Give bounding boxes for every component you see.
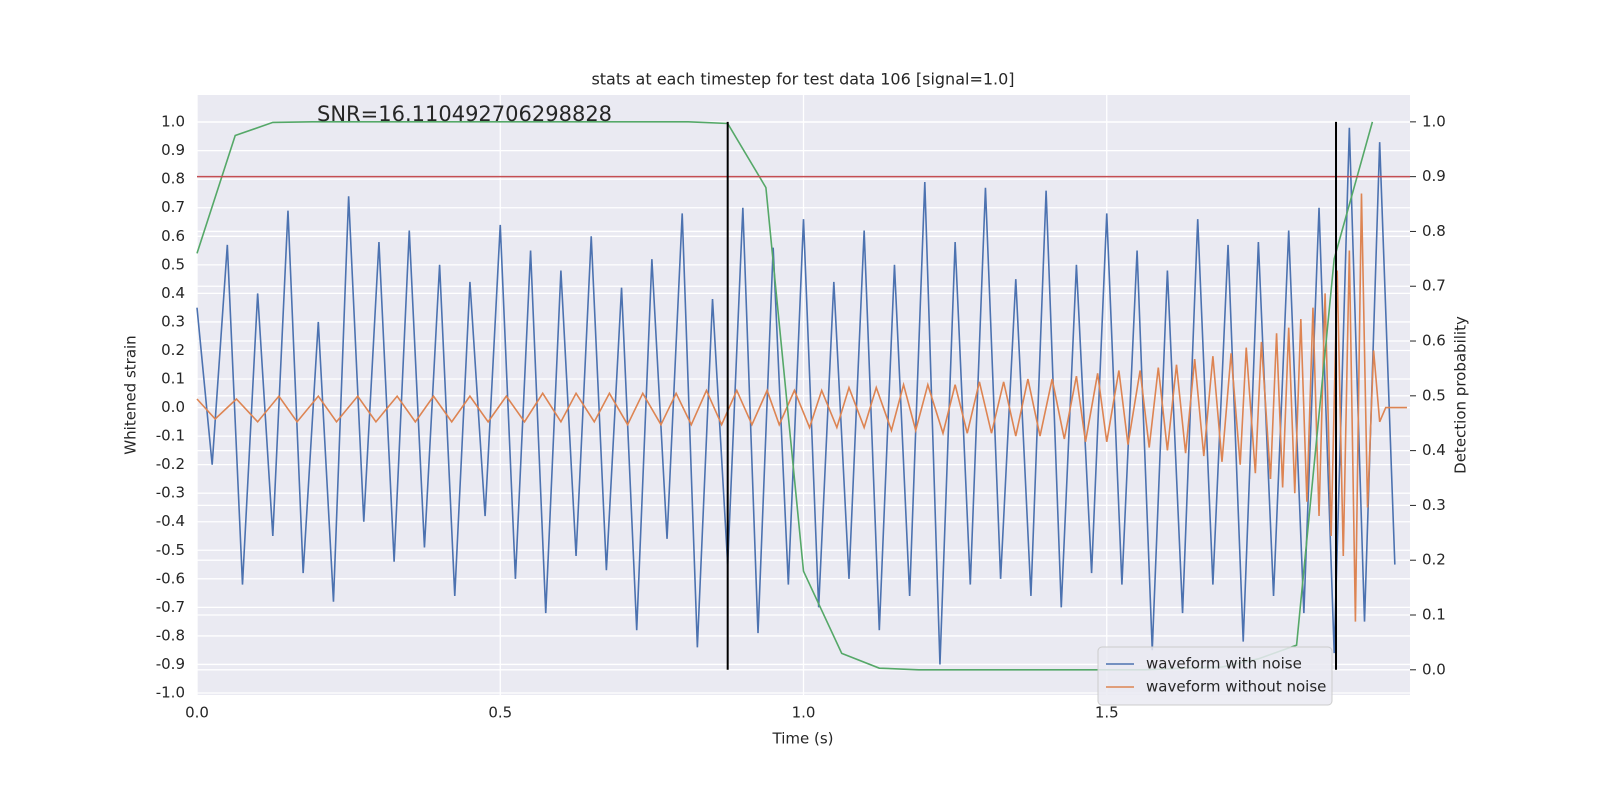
y2-tick-label: 0.0 bbox=[1422, 660, 1446, 678]
y-tick-label: -0.2 bbox=[156, 455, 185, 473]
y2-tick-label: 0.1 bbox=[1422, 606, 1446, 624]
y2-tick-label: 0.5 bbox=[1422, 386, 1446, 404]
y-tick-label: -0.5 bbox=[156, 541, 185, 559]
y-tick-label: -0.1 bbox=[156, 427, 185, 445]
x-tick-label: 1.0 bbox=[792, 704, 816, 722]
y2-tick-label: 0.4 bbox=[1422, 441, 1446, 459]
y-tick-label: 0.9 bbox=[161, 141, 185, 159]
series-line bbox=[196, 127, 1396, 665]
y2-tick-label: 0.8 bbox=[1422, 222, 1446, 240]
y2-tick-label: 1.0 bbox=[1422, 112, 1446, 130]
legend: waveform with noise waveform without nois… bbox=[1097, 646, 1333, 706]
marks bbox=[196, 121, 1410, 671]
y-tick-label: 1.0 bbox=[161, 113, 185, 131]
x-tick-label: 1.5 bbox=[1095, 704, 1119, 722]
y-tick-label: -0.3 bbox=[156, 484, 185, 502]
x-axis-label: Time (s) bbox=[772, 730, 834, 748]
y-tick-label: -0.4 bbox=[156, 512, 185, 530]
y-tick-label: -1.0 bbox=[156, 684, 185, 702]
legend-label: waveform with noise bbox=[1146, 655, 1302, 673]
legend-box bbox=[1097, 646, 1333, 706]
y-tick-label: -0.7 bbox=[156, 598, 185, 616]
y-tick-label: 0.2 bbox=[161, 341, 185, 359]
y-tick-label: 0.4 bbox=[161, 284, 185, 302]
y2-tick-label: 0.9 bbox=[1422, 167, 1446, 185]
y2-tick-label: 0.3 bbox=[1422, 496, 1446, 514]
y-tick-label: 0.6 bbox=[161, 227, 185, 245]
annotation: SNR=16.110492706298828 bbox=[317, 102, 612, 126]
x-tick-label: 0.5 bbox=[488, 704, 512, 722]
y-axis-label: Whitened strain bbox=[122, 335, 140, 454]
labels: 0.0 0.5 1.0 1.5 -1.0 -0.9 -0.8 -0.7 -0.6 -0.5 -0.4… bbox=[156, 112, 1446, 721]
y-tick-label: -0.8 bbox=[156, 626, 185, 644]
y-tick-label: 0.8 bbox=[161, 170, 185, 188]
y2-tick-label: 0.7 bbox=[1422, 277, 1446, 295]
y-tick-label: -0.9 bbox=[156, 655, 185, 673]
y-tick-label: 0.0 bbox=[161, 398, 185, 416]
y-tick-label: 0.7 bbox=[161, 198, 185, 216]
y2-axis-label: Detection probability bbox=[1452, 316, 1470, 474]
series-line bbox=[196, 193, 1407, 622]
y2-tick-label: 0.2 bbox=[1422, 551, 1446, 569]
legend-label: waveform without noise bbox=[1146, 678, 1326, 696]
y-tick-label: 0.3 bbox=[161, 312, 185, 330]
chart-title: stats at each timestep for test data 106… bbox=[591, 70, 1014, 89]
y-tick-label: -0.6 bbox=[156, 569, 185, 587]
x-tick-label: 0.0 bbox=[185, 704, 209, 722]
y2-tick-label: 0.6 bbox=[1422, 332, 1446, 350]
y-tick-label: 0.5 bbox=[161, 255, 185, 273]
y-tick-label: 0.1 bbox=[161, 370, 185, 388]
